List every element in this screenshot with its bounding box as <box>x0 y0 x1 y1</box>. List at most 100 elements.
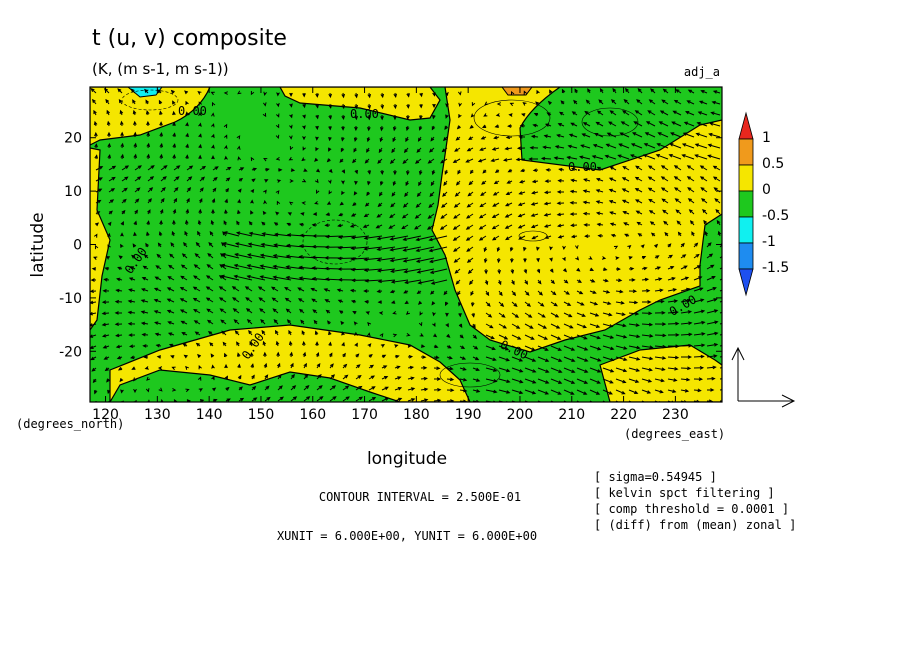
wind-vector-head <box>253 397 258 401</box>
x-tick-label: 190 <box>455 407 482 423</box>
wind-vector-head <box>682 254 687 258</box>
wind-vector-head <box>185 154 189 159</box>
wind-vector-head <box>160 197 165 203</box>
wind-vector-head <box>510 258 514 264</box>
wind-vector-head <box>324 277 330 282</box>
wind-vector-head <box>699 165 704 170</box>
wind-vector <box>403 257 422 262</box>
wind-vector <box>713 165 721 171</box>
wind-vector <box>693 299 704 303</box>
wind-vector-head <box>163 165 168 169</box>
wind-vector-head <box>518 347 523 351</box>
wind-vector-head <box>604 278 609 283</box>
wind-vector-head <box>713 298 718 302</box>
wind-vector-head <box>622 334 628 339</box>
wind-vector-head <box>179 309 185 313</box>
wind-vector-head <box>562 256 566 262</box>
wind-vector-head <box>597 233 602 238</box>
wind-vector-head <box>315 341 319 346</box>
wind-vector-head <box>404 192 408 197</box>
wind-vector <box>391 279 409 283</box>
wind-vector-head <box>646 390 652 394</box>
wind-vector-head <box>114 322 119 327</box>
wind-vector-head <box>192 297 197 302</box>
wind-vector-head <box>580 302 585 306</box>
wind-vector-head <box>157 242 162 247</box>
wind-vector-head <box>286 319 291 324</box>
wind-vector <box>661 176 669 182</box>
wind-vector-head <box>505 191 510 195</box>
wind-vector-head <box>455 181 460 186</box>
wind-vector <box>511 312 519 318</box>
x-axis-title: longitude <box>367 449 447 469</box>
wind-vector-head <box>224 375 228 380</box>
wind-vector <box>719 367 722 369</box>
wind-vector-head <box>620 121 625 125</box>
wind-vector-head <box>340 148 345 153</box>
wind-vector-head <box>340 320 345 325</box>
wind-vector-head <box>316 168 321 173</box>
wind-vector-head <box>491 346 496 351</box>
wind-vector <box>430 257 448 263</box>
wind-vector-head <box>310 287 315 292</box>
wind-vector-head <box>517 336 522 340</box>
wind-vector-head <box>172 143 177 148</box>
wind-vector-head <box>133 131 137 136</box>
y-axis-title: latitude <box>28 212 48 277</box>
wind-vector-head <box>311 276 317 281</box>
wind-vector-head <box>350 267 355 272</box>
wind-vector-head <box>170 242 175 247</box>
wind-vector-head <box>354 180 358 186</box>
wind-vector-head <box>659 389 664 394</box>
wind-vector <box>696 133 708 138</box>
wind-vector-head <box>419 104 423 109</box>
wind-vector-head <box>635 379 640 383</box>
wind-vector <box>602 334 614 339</box>
wind-vector-head <box>557 347 563 351</box>
wind-vector-head <box>370 375 376 380</box>
colorbar-label: -0.5 <box>762 208 789 224</box>
wind-vector-head <box>316 189 320 194</box>
wind-vector-head <box>134 209 138 214</box>
wind-vector-head <box>640 244 645 249</box>
wind-vector <box>271 286 279 292</box>
wind-vector-head <box>609 211 614 215</box>
wind-vector <box>628 312 639 315</box>
wind-vector-head <box>414 225 419 230</box>
wind-vector-head <box>94 244 99 250</box>
wind-vector-head <box>509 102 514 107</box>
wind-vector-head <box>724 377 727 380</box>
wind-vector <box>680 322 692 325</box>
colorbar-top-cap <box>738 111 754 140</box>
wind-vector-head <box>192 286 197 291</box>
wind-vector-head <box>353 148 357 153</box>
wind-vector-head <box>414 160 420 164</box>
wind-vector-head <box>276 362 281 368</box>
wind-vector <box>542 157 552 160</box>
wind-vector-head <box>119 109 124 115</box>
wind-vector-head <box>418 181 422 187</box>
wind-vector-head <box>179 298 184 302</box>
wind-vector-head <box>233 263 238 268</box>
wind-vector-head <box>633 121 638 125</box>
wind-vector-head <box>385 397 390 401</box>
wind-vector <box>667 378 677 381</box>
wind-vector-head <box>471 102 476 107</box>
wind-vector-head <box>213 398 218 402</box>
wind-vector-head <box>127 321 133 326</box>
wind-vector-head <box>531 390 537 395</box>
wind-vector-head <box>523 247 527 252</box>
wind-vector-head <box>492 368 498 372</box>
wind-vector-head <box>92 378 97 384</box>
wind-vector-head <box>509 247 514 252</box>
wind-vector-head <box>648 210 654 214</box>
wind-vector-head <box>418 322 423 327</box>
wind-vector-head <box>206 308 211 313</box>
wind-vector-head <box>146 120 150 126</box>
wind-vector-head <box>712 176 718 181</box>
wind-vector-head <box>184 90 189 95</box>
wind-vector-head <box>453 248 458 252</box>
wind-vector <box>355 396 363 402</box>
wind-vector-head <box>528 314 533 318</box>
wind-vector <box>440 224 448 230</box>
